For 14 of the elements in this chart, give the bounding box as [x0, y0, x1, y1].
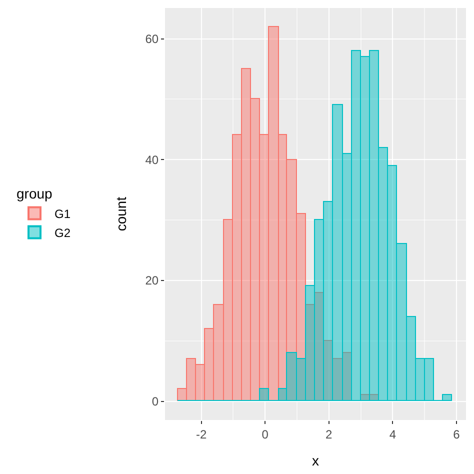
x-tick-label: 4 — [389, 427, 396, 442]
y-tick-label: 20 — [145, 274, 159, 288]
y-tick-label: 0 — [152, 394, 159, 408]
x-tick-label: 6 — [453, 427, 460, 442]
x-tick-label: 0 — [262, 427, 269, 442]
legend-label: G1 — [54, 206, 71, 221]
y-tick-label: 40 — [145, 152, 159, 167]
y-tick-label: 60 — [145, 32, 159, 46]
x-tick-label: -2 — [196, 427, 208, 442]
legend-label: G2 — [54, 226, 71, 240]
legend-title: group — [16, 186, 53, 202]
x-axis-title: x — [312, 452, 319, 469]
x-tick-label: 2 — [326, 427, 333, 442]
y-axis-title: count — [112, 196, 129, 232]
